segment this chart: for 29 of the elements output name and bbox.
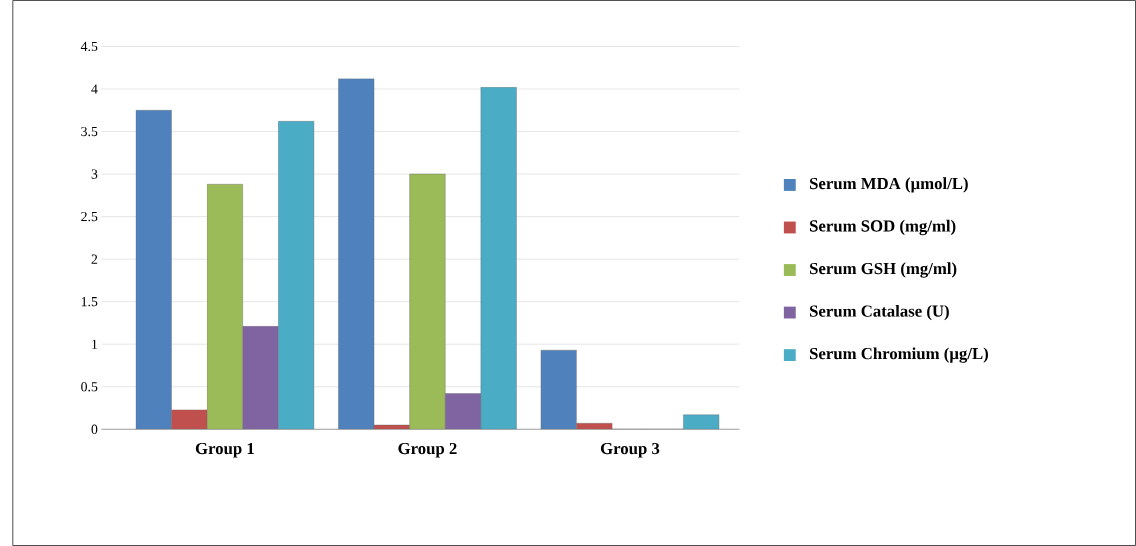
y-tick-label: 0	[91, 424, 98, 434]
legend-label: Serum Chromium (µg/L)	[810, 347, 989, 363]
y-tick-label: 4	[91, 84, 98, 94]
legend-label: Serum Catalase (U)	[810, 304, 949, 321]
bar	[171, 409, 208, 430]
y-tick-label: 2.5	[81, 211, 98, 222]
legend-label: Serum GSH (mg/ml)	[810, 262, 957, 278]
y-tick-label: 3.5	[81, 126, 98, 137]
x-tick-label: Group 2	[398, 442, 457, 458]
bar	[338, 78, 375, 430]
x-tick-label: Group 3	[600, 442, 660, 458]
legend-label: Serum SOD (mg/ml)	[810, 219, 956, 236]
bar	[445, 393, 482, 430]
y-tick-label: 2	[91, 254, 98, 264]
y-tick-label: 1.5	[81, 297, 98, 307]
bar	[206, 184, 243, 430]
legend-label: Serum MDA (µmol/L)	[810, 177, 968, 193]
bar	[278, 121, 315, 430]
bar	[135, 110, 172, 430]
bar	[683, 414, 720, 430]
y-tick-label: 3	[91, 169, 98, 179]
y-tick-label: 0.5	[81, 382, 98, 392]
y-tick-label: 1	[92, 339, 98, 349]
bar	[409, 173, 446, 430]
bar	[540, 349, 577, 430]
x-tick-label: Group 1	[195, 442, 254, 458]
bar	[480, 87, 517, 430]
bar	[242, 326, 279, 430]
y-tick-label: 4.5	[80, 41, 98, 52]
